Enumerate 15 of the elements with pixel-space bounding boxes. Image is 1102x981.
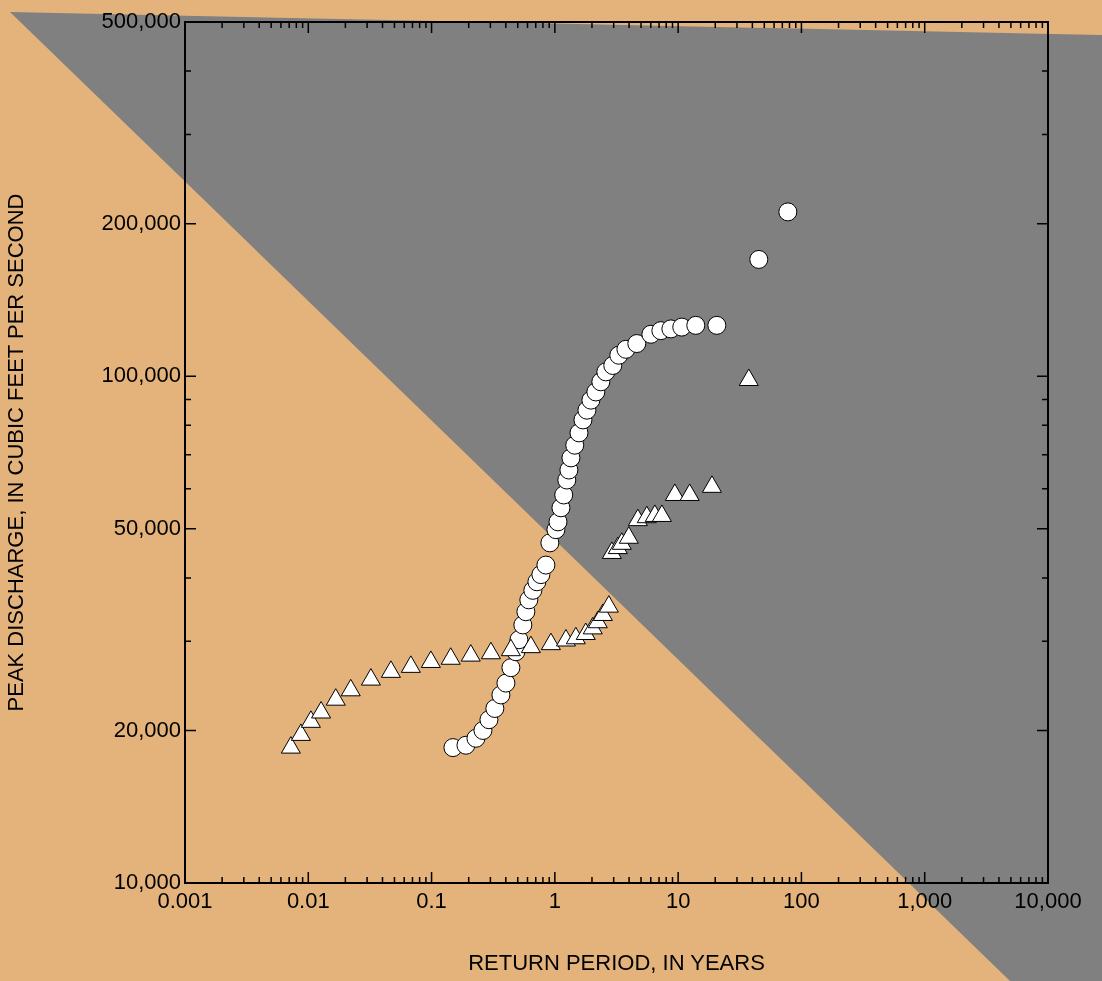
x-axis-title: RETURN PERIOD, IN YEARS <box>468 949 765 975</box>
x-tick-label: 10,000 <box>1014 888 1082 914</box>
y-tick-label: 100,000 <box>101 362 181 388</box>
y-tick-label: 200,000 <box>101 209 181 235</box>
x-tick-label: 0.1 <box>416 888 447 914</box>
x-tick-label: 1,000 <box>897 888 953 914</box>
x-tick-label: 0.001 <box>157 888 213 914</box>
x-tick-label: 100 <box>783 888 820 914</box>
x-tick-label: 0.01 <box>286 888 330 914</box>
y-tick-label: 500,000 <box>101 8 181 34</box>
x-tick-label: 10 <box>665 888 691 914</box>
x-tick-label: 1 <box>548 888 561 914</box>
y-axis-title: PEAK DISCHARGE, IN CUBIC FEET PER SECOND <box>3 193 29 712</box>
y-tick-label: 20,000 <box>113 716 181 742</box>
y-tick-label: 50,000 <box>113 514 181 540</box>
